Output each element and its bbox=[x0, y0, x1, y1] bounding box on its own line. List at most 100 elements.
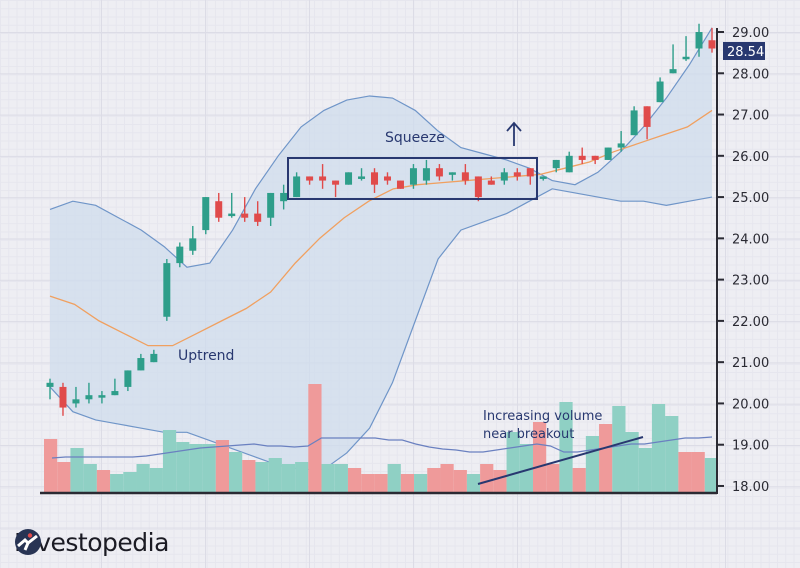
candle-body bbox=[254, 213, 262, 222]
candle-body bbox=[526, 168, 534, 177]
volume-bar bbox=[678, 452, 692, 492]
candle-body bbox=[228, 213, 236, 217]
volume-bar bbox=[308, 384, 322, 492]
investopedia-logo-icon bbox=[15, 529, 41, 555]
candle bbox=[98, 391, 106, 404]
volume-bar bbox=[414, 474, 428, 492]
candle bbox=[46, 378, 54, 400]
candle-body bbox=[332, 180, 340, 185]
volume-bar bbox=[70, 448, 84, 492]
candle bbox=[708, 27, 716, 53]
candle bbox=[513, 168, 521, 181]
candle-body bbox=[669, 69, 677, 74]
volume-bar bbox=[189, 444, 203, 492]
volume-bar bbox=[440, 464, 454, 492]
squeeze-box bbox=[287, 157, 538, 200]
candle bbox=[604, 147, 612, 160]
candle bbox=[487, 176, 495, 185]
candle-body bbox=[319, 176, 327, 181]
volume-bars bbox=[44, 384, 718, 492]
last-price-label: 28.54 bbox=[727, 45, 764, 60]
candle-body bbox=[617, 143, 625, 148]
volume-bar bbox=[229, 452, 243, 492]
candle bbox=[578, 147, 586, 165]
y-tick-label: 21.00 bbox=[732, 356, 769, 371]
volume-bar bbox=[255, 462, 269, 492]
candle-body bbox=[383, 176, 391, 181]
moving-average-line bbox=[49, 109, 713, 347]
candle bbox=[526, 168, 534, 185]
candle bbox=[215, 192, 223, 222]
lower-band-line bbox=[49, 188, 713, 471]
candle-body bbox=[280, 192, 288, 202]
candle bbox=[695, 23, 703, 57]
candle bbox=[176, 242, 184, 268]
candle-body bbox=[604, 147, 612, 160]
volume-bar bbox=[268, 458, 282, 492]
y-tick-label: 29.00 bbox=[732, 26, 769, 41]
volume-bar bbox=[295, 462, 309, 492]
candle-body bbox=[202, 197, 210, 231]
candle-body bbox=[695, 32, 703, 49]
volume-bar bbox=[546, 464, 560, 492]
volume-bar bbox=[427, 468, 441, 492]
candle-body bbox=[85, 395, 93, 400]
y-tick-label: 26.00 bbox=[732, 150, 769, 165]
candle-body bbox=[189, 238, 197, 251]
volume-bar bbox=[691, 452, 705, 492]
candle bbox=[461, 164, 469, 185]
volume-annotation-line1: Increasing volume bbox=[483, 409, 602, 424]
candle bbox=[85, 382, 93, 404]
candle-body bbox=[215, 201, 223, 218]
candle bbox=[500, 168, 508, 185]
candle-body bbox=[150, 353, 158, 363]
candle-body bbox=[682, 56, 690, 60]
candle-body bbox=[539, 176, 547, 179]
squeeze-label: Squeeze bbox=[385, 130, 445, 146]
volume-bar bbox=[110, 474, 124, 492]
candle bbox=[383, 172, 391, 185]
y-tick-label: 25.00 bbox=[732, 191, 769, 206]
volume-bar bbox=[400, 474, 415, 492]
last-price-badge bbox=[723, 41, 765, 60]
candle-body bbox=[176, 246, 184, 264]
candle bbox=[332, 180, 340, 198]
candle bbox=[150, 349, 158, 363]
candle bbox=[591, 155, 599, 165]
candle bbox=[241, 197, 249, 222]
volume-bar bbox=[176, 442, 190, 492]
candle bbox=[539, 176, 547, 181]
volume-bar bbox=[651, 404, 666, 492]
candle bbox=[59, 382, 67, 416]
candle bbox=[565, 151, 573, 173]
candle bbox=[124, 370, 132, 392]
candle bbox=[435, 164, 443, 181]
candle-body bbox=[552, 159, 560, 169]
candle-body bbox=[124, 370, 132, 387]
candle bbox=[682, 36, 690, 61]
candle bbox=[345, 172, 353, 185]
candle bbox=[202, 197, 210, 235]
candle bbox=[617, 131, 625, 152]
uptrend-label: Uptrend bbox=[178, 348, 234, 364]
candle-body bbox=[409, 168, 417, 185]
candle-body bbox=[371, 172, 379, 185]
volume-bar bbox=[453, 470, 467, 492]
candle-body bbox=[98, 395, 106, 398]
candle bbox=[371, 168, 379, 193]
band-fill bbox=[50, 27, 712, 470]
volume-annotation-line2: near breakout bbox=[483, 427, 574, 442]
volume-bar bbox=[334, 464, 348, 492]
candle bbox=[189, 225, 197, 255]
candle bbox=[552, 159, 560, 173]
candle-body bbox=[72, 399, 80, 404]
candle-body bbox=[111, 391, 119, 396]
candle-body bbox=[461, 172, 469, 181]
candle-body bbox=[435, 168, 443, 177]
volume-bar bbox=[572, 468, 586, 492]
annotations: Squeeze Uptrend Increasing volume near brea… bbox=[178, 121, 644, 485]
candle bbox=[474, 176, 482, 202]
bollinger-band bbox=[49, 27, 713, 471]
investopedia-logo: Investopedia bbox=[14, 528, 169, 557]
